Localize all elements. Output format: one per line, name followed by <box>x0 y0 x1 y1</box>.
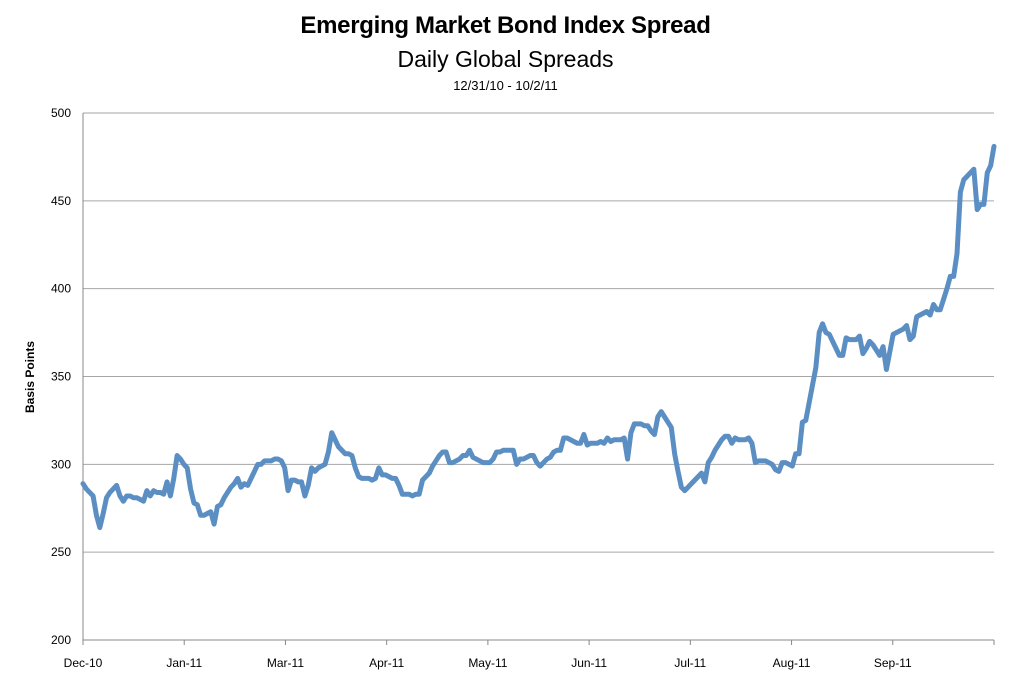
x-tick-labels: Dec-10 Jan-11 Mar-11 Apr-11 May-11 Jun-11 Jul-… <box>64 656 912 670</box>
y-tick-label: 250 <box>51 545 71 559</box>
x-tick-label: May-11 <box>468 656 507 670</box>
axes <box>82 113 995 645</box>
y-tick-label: 300 <box>51 457 71 471</box>
y-tick-label: 350 <box>51 370 71 384</box>
y-tick-label: 500 <box>51 106 71 120</box>
x-tick-label: Dec-10 <box>64 656 103 670</box>
x-tick-label: Mar-11 <box>267 656 304 670</box>
series-line <box>80 143 997 531</box>
x-tick-label: Sep-11 <box>874 656 912 670</box>
x-tick-label: Jan-11 <box>166 656 202 670</box>
chart-subtitle: Daily Global Spreads <box>397 46 614 72</box>
y-tick-label: 200 <box>51 633 71 647</box>
y-tick-labels: 200 250 300 350 400 450 500 <box>51 106 71 647</box>
x-tick-label: Aug-11 <box>773 656 811 670</box>
x-tick-label: Jun-11 <box>571 656 607 670</box>
date-range: 12/31/10 - 10/2/11 <box>453 78 558 93</box>
y-tick-label: 400 <box>51 282 71 296</box>
gridlines <box>83 112 994 553</box>
x-tick-label: Jul-11 <box>674 656 706 670</box>
y-tick-label: 450 <box>51 194 71 208</box>
series-layer <box>80 143 997 531</box>
x-tick-label: Apr-11 <box>369 656 404 670</box>
chart-title: Emerging Market Bond Index Spread <box>300 12 711 39</box>
